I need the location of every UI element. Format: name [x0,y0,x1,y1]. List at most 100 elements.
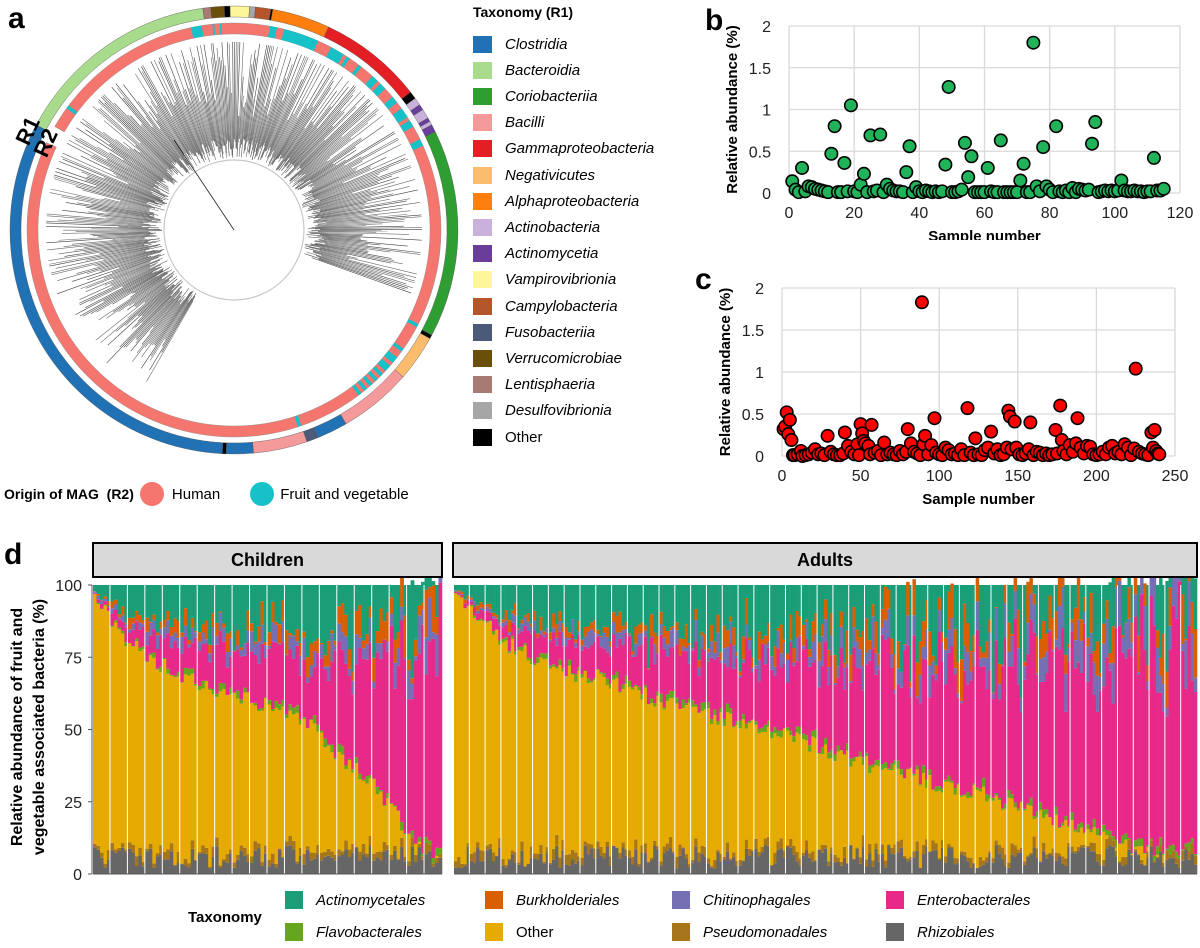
d-bar-segment-enterobacterales [316,653,321,725]
d-bar-segment-chitinophagales [1051,649,1056,652]
d-bar-segment-actinomycetales [1023,585,1027,662]
d-bar-segment-rhizobiales [120,847,125,874]
d-bar-segment-burkholderiales [270,601,275,623]
d-bar-segment-flavobacterales [176,671,181,677]
legend-r1-item: Campylobacteria [473,296,618,316]
d-bar-segment-chitinophagales [852,627,856,648]
d-bar-segment-flavobacterales [110,625,115,627]
d-bar-segment-rhizobiales [776,849,780,874]
tree-branch [232,42,234,149]
d-bar-segment-pseudomonadales [880,844,885,854]
legend-label: Vampirovibrionia [505,271,617,289]
d-bar-segment-chitinophagales [729,621,733,644]
d-bar-segment-actinomycetales [861,585,866,631]
d-bar-segment-actinomycetales [131,585,136,618]
d-bar-segment-flavobacterales [1029,797,1033,806]
d-bar-segment-other [804,740,809,841]
tree-branch [323,238,381,246]
d-bar-segment-enterobacterales [691,650,695,701]
d-bar-segment-enterobacterales [545,632,550,654]
d-bar-segment-flavobacterales [197,685,202,691]
d-bar-segment-rhizobiales [906,861,910,874]
d-bar-segment-other [232,692,237,863]
d-bar-segment-enterobacterales [1130,656,1135,854]
r2-human-ring [26,22,442,438]
d-bar-segment-enterobacterales [1114,628,1119,840]
tree-branch [87,211,161,222]
tree-branch [72,237,145,245]
d-bar-segment-pseudomonadales [414,854,418,863]
d-bar-segment-rhizobiales [561,850,565,874]
d-bar-segment-flavobacterales [180,682,185,683]
d-bar-segment-enterobacterales [236,649,240,691]
d-bar-segment-chitinophagales [545,628,550,633]
d-bar-segment-rhizobiales [827,865,831,874]
d-bar-segment-rhizobiales [668,848,673,874]
d-bar-segment-pseudomonadales [963,851,967,856]
d-bar-segment-pseudomonadales [476,842,480,848]
d-bar-segment-other [725,712,730,843]
d-bar-segment-actinomycetales [232,585,237,651]
d-bar-segment-burkholderiales [485,604,490,607]
d-bar-segment-chitinophagales [1023,666,1027,680]
d-bar-segment-rhizobiales [890,854,894,874]
d-bar-segment-flavobacterales [852,757,856,762]
d-bar-segment-burkholderiales [491,612,496,617]
d-bar-segment-enterobacterales [372,688,376,779]
d-bar-segment-chitinophagales [937,610,942,632]
tree-branch [276,76,344,171]
d-bar-segment-actinomycetales [536,585,540,634]
d-bar-segment-burkholderiales [574,639,578,643]
d-bar-segment-other [653,706,657,841]
tree-branch [90,208,161,220]
d-bar-segment-rhizobiales [725,852,730,874]
d-bar-segment-chitinophagales [975,601,980,630]
d-bar-segment-burkholderiales [1026,581,1030,623]
d-bar-segment-enterobacterales [312,667,317,716]
d-bar-segment-pseudomonadales [1102,859,1106,866]
d-bar-segment-flavobacterales [1035,811,1040,818]
d-bar-segment-enterobacterales [1042,681,1046,810]
d-bar-segment-other [732,727,736,853]
b-ytick-label: 0 [762,186,771,203]
d-bar-segment-chitinophagales [624,629,629,633]
d-bar-segment-actinomycetales [902,585,907,645]
d-bar-segment-rhizobiales [596,848,600,874]
d-bar-segment-rhizobiales [893,854,897,874]
d-bar-segment-rhizobiales [846,863,850,874]
d-bar-segment-actinomycetales [548,585,553,633]
d-bar-segment-chitinophagales [1108,663,1112,671]
d-bar-segment-chitinophagales [1171,578,1176,606]
d-bar-segment-flavobacterales [909,767,913,769]
d-bar-segment-actinomycetales [570,585,575,619]
d-bar-segment-chitinophagales [1133,594,1138,617]
d-bar-segment-other [691,706,695,860]
d-bar-segment-flavobacterales [1054,806,1059,815]
d-bar-segment-other [520,650,524,842]
d-bar-segment-enterobacterales [358,648,363,774]
d-bar-segment-pseudomonadales [417,843,422,848]
tree-branch [317,216,422,225]
b-point [1049,119,1064,134]
d-bar-segment-other [681,708,686,848]
tree-branch [106,295,172,364]
d-bar-segment-actinomycetales [145,585,150,618]
d-bar-segment-rhizobiales [1042,851,1046,874]
tree-branch [46,222,143,227]
d-bar-segment-chitinophagales [1070,622,1074,632]
legend-d-item: Rhizobiales [886,922,995,942]
tree-branch [216,47,228,154]
d-bar-segment-enterobacterales [624,632,629,676]
d-bar-segment-flavobacterales [637,686,641,691]
d-bar-segment-other [225,695,230,855]
d-bar-segment-enterobacterales [567,639,572,660]
d-bar-segment-burkholderiales [1193,629,1198,678]
d-bar-segment-enterobacterales [1140,594,1144,839]
d-bar-segment-chitinophagales [326,666,331,681]
c-ytick-label: 0.5 [742,407,764,424]
legend-r1-item: Lentisphaeria [473,375,595,395]
d-bar-segment-actinomycetales [624,585,629,622]
tree-branch [297,157,331,183]
d-bar-segment-other [264,698,268,846]
d-bar-segment-rhizobiales [963,855,967,874]
